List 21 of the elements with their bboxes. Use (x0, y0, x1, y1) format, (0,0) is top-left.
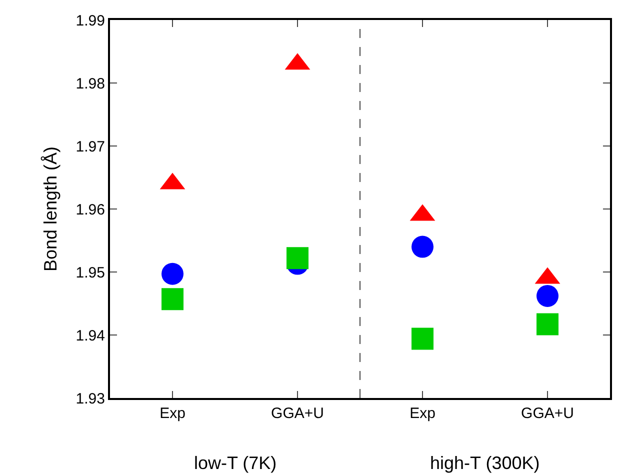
text: low-T (7K) (194, 453, 277, 473)
point (162, 262, 184, 285)
x-tick-label: Exp (410, 405, 436, 422)
y-tick-label: 1.95 (76, 264, 105, 282)
y-axis-title: Bond length (Å) (40, 146, 60, 272)
point (536, 284, 558, 307)
point (412, 328, 434, 350)
y-tick-label: 1.97 (76, 138, 105, 156)
y-tick-label: 1.99 (76, 12, 105, 30)
point (536, 313, 558, 336)
y-tick-label: 1.98 (76, 75, 105, 92)
y-tick-label: 1.94 (76, 327, 105, 344)
x-tick-label: Exp (160, 405, 186, 422)
y-tick-label: 1.96 (76, 201, 105, 218)
point (286, 247, 308, 270)
y-tick-label: 1.93 (76, 390, 105, 408)
text: high-T (300K) (430, 453, 540, 473)
point (412, 236, 434, 258)
x-tick-label: GGA+U (521, 405, 574, 422)
x-tick-label: GGA+U (271, 405, 324, 422)
point (162, 288, 184, 310)
